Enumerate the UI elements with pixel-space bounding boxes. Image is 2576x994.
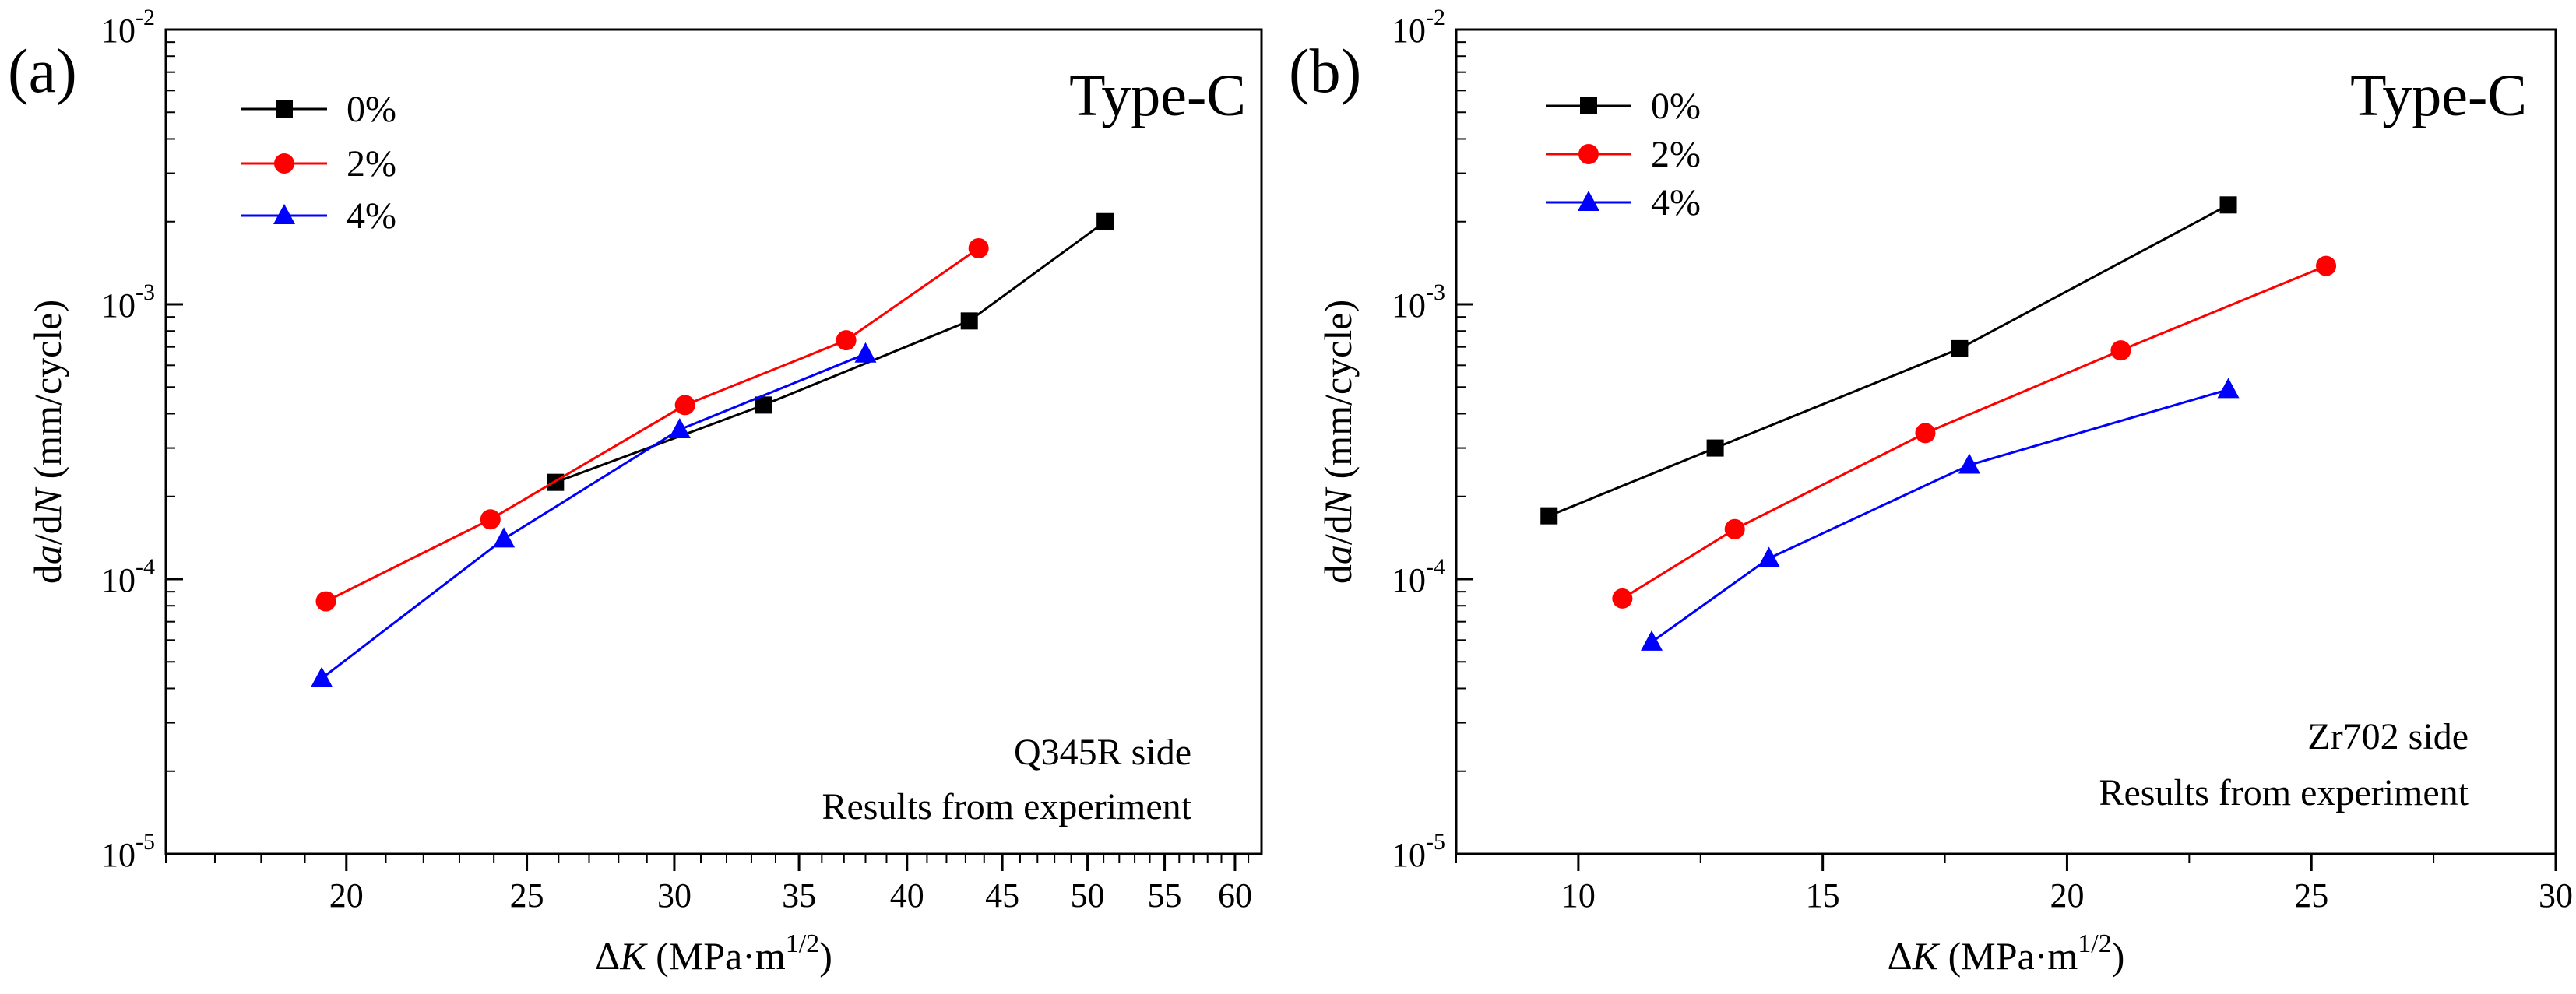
series-2pct	[315, 237, 989, 612]
panel-label: (a)	[8, 37, 77, 106]
y-tick-label: 10-4	[1392, 554, 1445, 599]
series-2pct	[1612, 255, 2337, 609]
data-point	[1958, 453, 1980, 474]
series-line	[554, 220, 1107, 484]
x-tick-label: 40	[890, 876, 924, 915]
data-point	[836, 330, 857, 351]
data-point	[2316, 255, 2337, 276]
series-line	[1621, 265, 2327, 600]
y-tick-label: 10-2	[101, 5, 155, 50]
legend-marker	[1580, 97, 1597, 114]
series-0pct	[1540, 196, 2237, 525]
type-label: Type-C	[2350, 63, 2527, 128]
data-point	[755, 396, 772, 414]
legend-label: 0%	[1651, 86, 1701, 127]
annotation-text: Results from experiment	[822, 786, 1191, 827]
data-point	[1706, 439, 1724, 457]
x-axis-title: ΔK (MPa·m1/2)	[595, 929, 832, 978]
data-point	[1758, 546, 1780, 567]
legend-marker	[276, 100, 293, 118]
y-tick-label: 10-2	[1392, 5, 1445, 50]
y-axis-title: da/dN (mm/cycle)	[1316, 300, 1360, 584]
legend-marker	[273, 204, 295, 224]
series-4pct	[311, 342, 877, 687]
legend: 0% 2% 4%	[241, 89, 396, 237]
data-point	[960, 312, 978, 330]
x-tick-label: 25	[2294, 876, 2328, 915]
x-tick-label: 15	[1806, 876, 1840, 915]
legend-label: 4%	[1651, 182, 1701, 223]
data-point	[493, 527, 516, 548]
x-axis-title: ΔK (MPa·m1/2)	[1888, 929, 2125, 978]
data-point	[668, 417, 691, 438]
data-point	[1096, 212, 1114, 230]
series-line	[321, 353, 867, 680]
data-point	[311, 666, 333, 687]
data-point	[1915, 423, 1936, 444]
x-tick-label: 20	[329, 876, 364, 915]
chart-panel-a: 10-5 10-4 10-3 10-2 20 25 30 35 40 45 50 55 60 ΔK (MP…	[8, 5, 1263, 978]
data-point	[2219, 196, 2237, 214]
y-tick-label: 10-3	[1392, 279, 1445, 325]
type-label: Type-C	[1069, 63, 1246, 128]
chart-panel-b: 10-5 10-4 10-3 10-2 10 15 20 25 30 ΔK (MPa·m1/2) d…	[1289, 5, 2573, 978]
x-tick-label: 50	[1071, 876, 1105, 915]
y-tick-label: 10-5	[101, 829, 155, 874]
legend-label: 0%	[347, 89, 396, 130]
data-point	[674, 395, 695, 416]
legend-marker	[274, 153, 294, 174]
y-tick-label: 10-5	[1392, 829, 1445, 874]
x-tick-label: 35	[782, 876, 816, 915]
y-axis-title: da/dN (mm/cycle)	[26, 300, 69, 584]
legend-label: 2%	[347, 143, 396, 184]
legend-label: 2%	[1651, 134, 1701, 175]
data-point	[854, 342, 877, 363]
series-0pct	[547, 212, 1114, 491]
x-tick-label: 30	[657, 876, 692, 915]
data-point	[480, 509, 501, 530]
series-line	[1651, 388, 2229, 644]
plot-frame	[1455, 28, 2557, 855]
x-tick-label: 20	[2050, 876, 2084, 915]
annotation-text: Zr702 side	[2307, 716, 2469, 757]
legend-marker	[1578, 144, 1599, 164]
y-tick-label: 10-4	[101, 554, 155, 599]
x-tick-label: 45	[985, 876, 1019, 915]
x-tick-label: 55	[1148, 876, 1182, 915]
data-point	[2217, 378, 2240, 399]
series-line	[325, 247, 980, 602]
y-tick-label: 10-3	[101, 279, 155, 325]
x-tick-label: 60	[1218, 876, 1252, 915]
data-point	[1612, 588, 1633, 609]
data-point	[968, 237, 989, 258]
legend-label: 4%	[347, 195, 396, 237]
data-point	[1951, 339, 1969, 357]
data-point	[1724, 518, 1745, 539]
x-tick-label: 30	[2539, 876, 2573, 915]
data-point	[315, 591, 336, 612]
data-point	[1540, 507, 1558, 525]
legend-marker	[1578, 191, 1599, 211]
data-point	[1641, 630, 1663, 651]
x-tick-label: 25	[510, 876, 544, 915]
panel-label: (b)	[1289, 37, 1361, 106]
series-4pct	[1641, 378, 2240, 651]
annotation-text: Q345R side	[1014, 732, 1191, 773]
legend: 0% 2% 4%	[1546, 86, 1701, 223]
plot-frame	[164, 28, 1263, 855]
series-line	[1548, 203, 2229, 518]
data-point	[2110, 340, 2131, 361]
x-tick-label: 10	[1561, 876, 1596, 915]
annotation-text: Results from experiment	[2099, 772, 2469, 813]
